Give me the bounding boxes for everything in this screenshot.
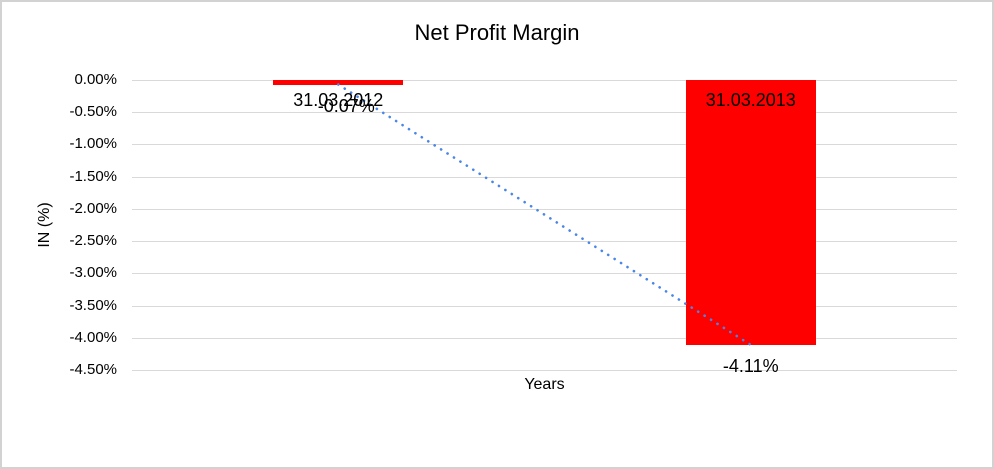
y-axis-tick-label: 0.00%: [74, 71, 117, 88]
gridline: [132, 144, 957, 146]
gridline: [132, 305, 957, 307]
gridline: [132, 80, 957, 81]
gridline: [132, 208, 957, 210]
y-axis-tick-label: -1.50%: [69, 167, 117, 185]
chart-title: Net Profit Margin: [414, 20, 580, 45]
y-axis-tick-label: -2.50%: [69, 232, 117, 250]
x-axis-title: Years: [524, 376, 565, 393]
value-label: -0.07%: [317, 95, 375, 116]
y-axis-tick-label: -2.00%: [69, 199, 117, 217]
category-label: 31.03.2013: [705, 90, 796, 110]
gridline: [132, 112, 957, 114]
y-axis-tick-label: -3.50%: [69, 296, 117, 314]
category-label: 31.03.2012: [293, 90, 384, 110]
gridline: [132, 370, 957, 371]
y-axis-tick-label: -3.00%: [69, 264, 117, 282]
y-axis-tick-label: -4.50%: [69, 361, 117, 378]
gridline: [132, 273, 957, 275]
y-axis-tick-label: -0.50%: [69, 103, 117, 121]
y-axis-tick-label: -1.00%: [69, 135, 117, 153]
gridline: [132, 337, 957, 339]
gridline: [132, 176, 957, 178]
value-label: -4.11%: [722, 355, 779, 376]
bar-31.03.2013: [685, 80, 816, 345]
y-axis-tick-label: -4.00%: [69, 328, 117, 346]
bar-31.03.2012: [273, 80, 404, 85]
gridline: [132, 241, 957, 243]
